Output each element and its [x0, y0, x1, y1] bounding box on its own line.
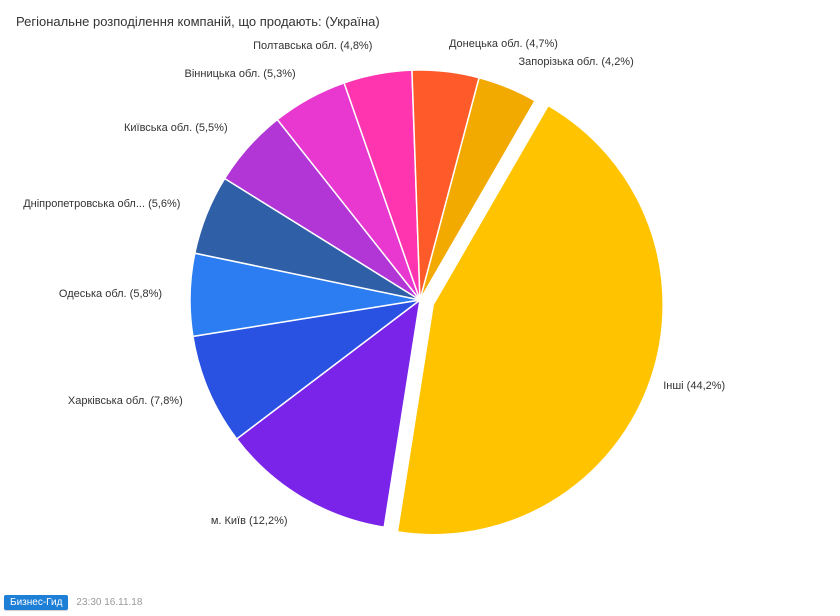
slice-label: Інші (44,2%) — [663, 380, 725, 392]
slice-label: Київська обл. (5,5%) — [124, 122, 228, 134]
pie-chart — [0, 0, 840, 616]
slice-label: Полтавська обл. (4,8%) — [253, 40, 372, 52]
source-badge: Бизнес-Гид — [4, 595, 68, 610]
slice-label: Вінницька обл. (5,3%) — [185, 68, 296, 80]
footer: Бизнес-Гид 23:30 16.11.18 — [4, 595, 142, 610]
slice-label: Дніпропетровська обл... (5,6%) — [23, 198, 180, 210]
slice-label: м. Київ (12,2%) — [211, 515, 288, 527]
chart-container: Регіональне розподілення компаній, що пр… — [0, 0, 840, 616]
slice-label: Донецька обл. (4,7%) — [449, 38, 558, 50]
slice-label: Одеська обл. (5,8%) — [59, 288, 162, 300]
slice-label: Харківська обл. (7,8%) — [68, 395, 183, 407]
slice-label: Запорізька обл. (4,2%) — [519, 56, 634, 68]
timestamp: 23:30 16.11.18 — [76, 597, 142, 608]
